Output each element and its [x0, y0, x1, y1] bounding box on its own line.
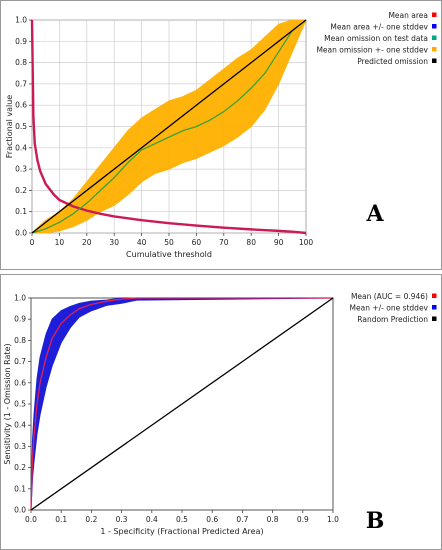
legend-swatch	[432, 293, 437, 298]
x-tick-label: 30	[109, 238, 119, 247]
y-axis-label: Fractional value	[5, 95, 14, 159]
legend-entry: Mean area	[388, 11, 428, 20]
x-tick-label: 0.0	[25, 515, 37, 524]
y-tick-label: 0.7	[14, 357, 26, 366]
y-tick-label: 0.6	[14, 378, 26, 387]
x-tick-label: 0	[30, 238, 35, 247]
y-axis-label: Sensitivity (1 - Omission Rate)	[3, 343, 12, 464]
y-tick-label: 0.0	[15, 229, 27, 238]
x-tick-label: 0.9	[297, 515, 309, 524]
panel-letter: A	[365, 201, 384, 227]
x-tick-label: 0.6	[206, 515, 218, 524]
y-tick-label: 0.0	[14, 506, 26, 515]
y-tick-label: 0.9	[15, 37, 27, 46]
x-tick-label: 80	[246, 238, 256, 247]
legend-swatch	[432, 305, 437, 310]
x-tick-label: 0.7	[236, 515, 248, 524]
y-tick-label: 0.1	[15, 207, 27, 216]
legend-swatch	[432, 47, 437, 52]
y-tick-label: 0.3	[15, 165, 27, 174]
legend-swatch	[432, 58, 437, 63]
legend-swatch	[432, 24, 437, 29]
x-tick-label: 60	[192, 238, 202, 247]
y-tick-label: 0.3	[14, 442, 26, 451]
series-line	[30, 297, 333, 511]
y-tick-label: 0.1	[14, 484, 26, 493]
x-tick-label: 100	[299, 238, 314, 247]
legend-entry: Mean omission on test data	[324, 34, 428, 43]
x-tick-label: 0.3	[116, 515, 128, 524]
x-tick-label: 50	[164, 238, 174, 247]
legend-entry: Mean area +/- one stddev	[330, 23, 428, 32]
series-line	[30, 19, 307, 235]
y-tick-label: 0.9	[14, 315, 26, 324]
x-tick-label: 1.0	[327, 515, 339, 524]
x-axis-label: 1 - Specificity (Fractional Predicted Ar…	[100, 527, 263, 536]
y-tick-label: 0.8	[15, 58, 27, 67]
x-tick-label: 90	[274, 238, 284, 247]
legend-entry: Predicted omission	[357, 57, 428, 66]
legend-swatch	[432, 316, 437, 321]
x-tick-label: 0.5	[176, 515, 188, 524]
x-axis-label: Cumulative threshold	[126, 250, 212, 259]
y-tick-label: 0.6	[15, 101, 27, 110]
y-tick-label: 1.0	[15, 16, 27, 25]
x-tick-label: 40	[137, 238, 147, 247]
series-line	[31, 19, 307, 234]
y-tick-label: 0.5	[14, 400, 26, 409]
series-line	[31, 19, 307, 234]
x-tick-label: 0.4	[146, 515, 158, 524]
chart-b: 0.0 0.1 0.2 0.3 0.4 0.5 0.6 0.7 0.8 0.9 1.0 0.0 0.1 0…	[3, 292, 437, 536]
x-tick-label: 0.8	[267, 515, 279, 524]
legend-entry: Mean omission +- one stddev	[316, 46, 428, 55]
y-tick-label: 0.7	[15, 79, 27, 88]
chart-a: 0 10 20 30 40 50 60 70 80 90 100 0.0 0.1 0.2 0.3 0.4 0.5…	[5, 11, 437, 259]
y-tick-label: 0.5	[15, 122, 27, 131]
y-tick-label: 0.2	[14, 463, 26, 472]
panel-letter: B	[366, 508, 385, 534]
legend-entry: Random Prediction	[357, 315, 428, 324]
x-tick-label: 10	[55, 238, 65, 247]
legend-swatch	[432, 35, 437, 40]
x-tick-label: 70	[219, 238, 229, 247]
legend-swatch	[432, 12, 437, 17]
y-tick-label: 0.2	[15, 186, 27, 195]
legend-entry: Mean +/- one stddev	[350, 304, 429, 313]
x-tick-label: 0.1	[55, 515, 67, 524]
y-tick-label: 1.0	[14, 294, 26, 303]
y-tick-label: 0.4	[15, 143, 27, 152]
y-tick-label: 0.8	[14, 336, 26, 345]
x-tick-label: 0.2	[85, 515, 97, 524]
y-tick-label: 0.4	[14, 421, 26, 430]
x-tick-label: 20	[82, 238, 92, 247]
series-line	[30, 297, 334, 511]
legend-entry: Mean (AUC = 0.946)	[351, 292, 428, 301]
